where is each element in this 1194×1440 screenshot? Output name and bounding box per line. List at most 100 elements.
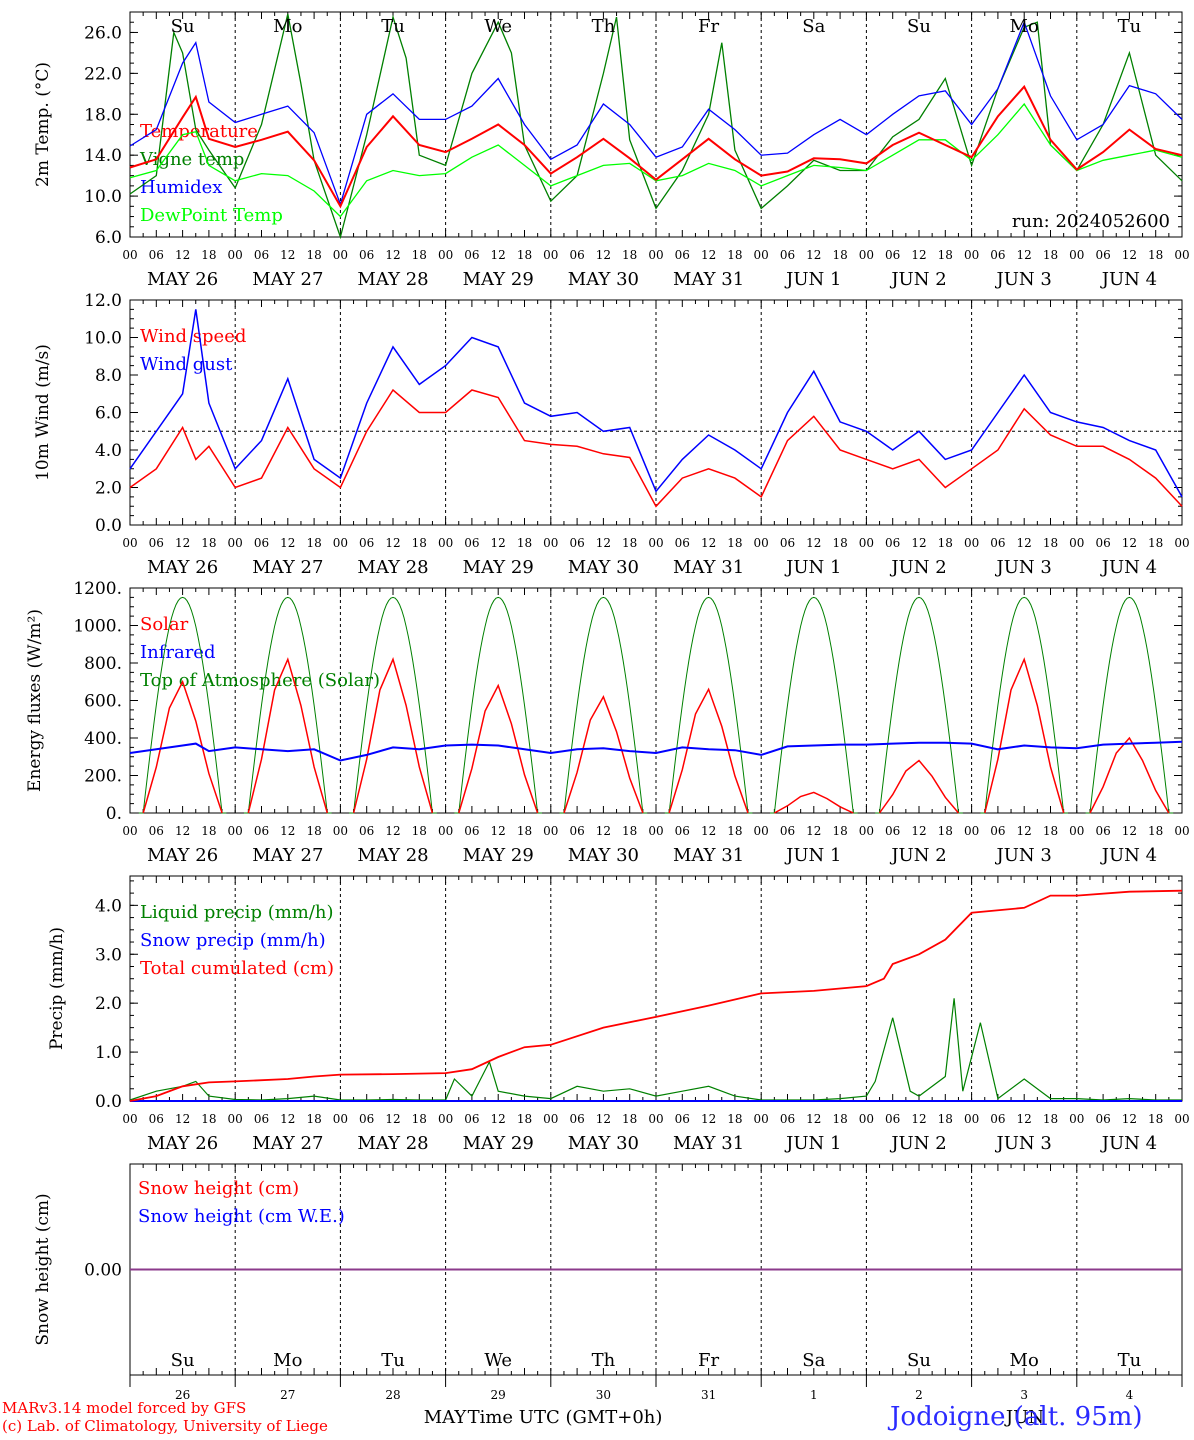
hour-tick-label: 18 (201, 1112, 216, 1126)
series-wind-gust (129, 309, 1183, 498)
hour-tick-label: 12 (701, 824, 716, 838)
hour-tick-label: 06 (464, 824, 479, 838)
y-tick-label: 10.0 (84, 187, 122, 207)
weekday-label: Mo (273, 16, 302, 37)
hour-tick-label: 00 (122, 248, 137, 262)
hour-tick-label: 06 (254, 1112, 269, 1126)
hour-tick-label: 18 (832, 824, 847, 838)
series-toa-solar (244, 596, 332, 814)
hour-tick-label: 12 (385, 248, 400, 262)
weekday-label: Tu (1118, 16, 1142, 37)
hour-tick-label: 00 (438, 1112, 453, 1126)
legend-entry: Snow height (cm W.E.) (138, 1206, 345, 1227)
hour-tick-label: 12 (385, 824, 400, 838)
hour-tick-label: 06 (1095, 536, 1110, 550)
hour-tick-label: 18 (517, 248, 532, 262)
hour-tick-label: 06 (149, 824, 164, 838)
hour-tick-label: 06 (569, 1112, 584, 1126)
hour-tick-label: 18 (727, 536, 742, 550)
hour-tick-label: 00 (1174, 248, 1189, 262)
hour-tick-label: 12 (806, 1112, 821, 1126)
y-tick-label: 4.0 (95, 441, 122, 461)
month-label: MAY (424, 1407, 468, 1428)
hour-tick-label: 18 (517, 824, 532, 838)
hour-tick-label: 18 (412, 248, 427, 262)
weekday-label: We (484, 16, 512, 37)
series-dewpoint-temp (129, 102, 1183, 218)
date-label: JUN 1 (784, 845, 841, 866)
series-solar (563, 695, 644, 814)
series-toa-solar (349, 596, 437, 814)
weekday-label: Su (907, 16, 931, 37)
date-label: JUN 4 (1100, 557, 1157, 578)
series-solar (458, 683, 539, 814)
day-number-label: 1 (810, 1388, 818, 1402)
weekday-label: Tu (381, 16, 405, 37)
hour-tick-label: 06 (569, 536, 584, 550)
y-tick-label: 200. (84, 767, 122, 787)
hour-tick-label: 12 (491, 1112, 506, 1126)
hour-tick-label: 00 (964, 824, 979, 838)
hour-tick-label: 06 (359, 1112, 374, 1126)
hour-tick-label: 18 (727, 248, 742, 262)
hour-tick-label: 00 (1174, 824, 1189, 838)
y-tick-label: 18.0 (84, 105, 122, 125)
legend-entry: Liquid precip (mm/h) (140, 902, 334, 923)
hour-tick-label: 18 (622, 1112, 637, 1126)
series-toa-solar (980, 596, 1068, 814)
hour-tick-label: 18 (517, 1112, 532, 1126)
weekday-label: Sa (802, 1350, 825, 1371)
legend-entry: Total cumulated (cm) (140, 958, 334, 979)
hour-tick-label: 06 (990, 536, 1005, 550)
day-number-label: 3 (1020, 1388, 1028, 1402)
weekday-label: We (484, 1350, 512, 1371)
hour-tick-label: 18 (832, 536, 847, 550)
y-tick-label: 0.0 (95, 516, 122, 536)
panel-1: 6.0 10.0 14.0 18.0 22.0 26.0 2m Temp. (°C) 00 06… (33, 11, 1190, 290)
weekday-label: Sa (802, 16, 825, 37)
y-tick-label: 2.0 (95, 479, 122, 499)
date-label: MAY 31 (673, 845, 744, 866)
model-credit: MARv3.14 model forced by GFS (c) Lab. of… (2, 1399, 328, 1435)
date-label: JUN 3 (995, 1133, 1052, 1154)
hour-tick-label: 18 (1148, 824, 1163, 838)
series-solar (352, 657, 434, 814)
series-toa-solar (664, 596, 753, 814)
hour-tick-label: 12 (911, 536, 926, 550)
weekday-label: Fr (698, 16, 719, 37)
hour-tick-label: 06 (885, 824, 900, 838)
series-temperature (129, 84, 1183, 209)
series-toa-solar (1085, 596, 1174, 814)
y-tick-label: 26.0 (84, 23, 122, 43)
weekday-label: Fr (698, 1350, 719, 1371)
y-tick-label: 22.0 (84, 64, 122, 84)
hour-tick-label: 18 (306, 536, 321, 550)
date-label: MAY 27 (252, 845, 323, 866)
date-label: MAY 27 (252, 1133, 323, 1154)
date-label: JUN 4 (1100, 269, 1157, 290)
y-tick-label: 6.0 (95, 404, 122, 424)
hour-tick-label: 00 (438, 248, 453, 262)
date-label: MAY 29 (463, 1133, 534, 1154)
hour-tick-label: 06 (780, 248, 795, 262)
hour-tick-label: 18 (622, 248, 637, 262)
hour-tick-label: 00 (648, 536, 663, 550)
hour-tick-label: 18 (938, 536, 953, 550)
hour-tick-label: 06 (885, 536, 900, 550)
credit-line: (c) Lab. of Climatology, University of L… (2, 1417, 328, 1435)
series-solar (774, 791, 854, 814)
hour-tick-label: 00 (333, 1112, 348, 1126)
day-number-label: 29 (491, 1388, 506, 1402)
y-tick-label: 1200. (73, 579, 122, 599)
hour-tick-label: 18 (306, 248, 321, 262)
date-label: JUN 2 (889, 845, 946, 866)
hour-tick-label: 00 (964, 536, 979, 550)
hour-tick-label: 12 (280, 248, 295, 262)
hour-tick-label: 06 (464, 248, 479, 262)
series-toa-solar (454, 596, 542, 814)
hour-tick-label: 12 (1122, 536, 1137, 550)
y-tick-label: 600. (84, 692, 122, 712)
hour-tick-label: 06 (149, 248, 164, 262)
hour-tick-label: 00 (859, 248, 874, 262)
